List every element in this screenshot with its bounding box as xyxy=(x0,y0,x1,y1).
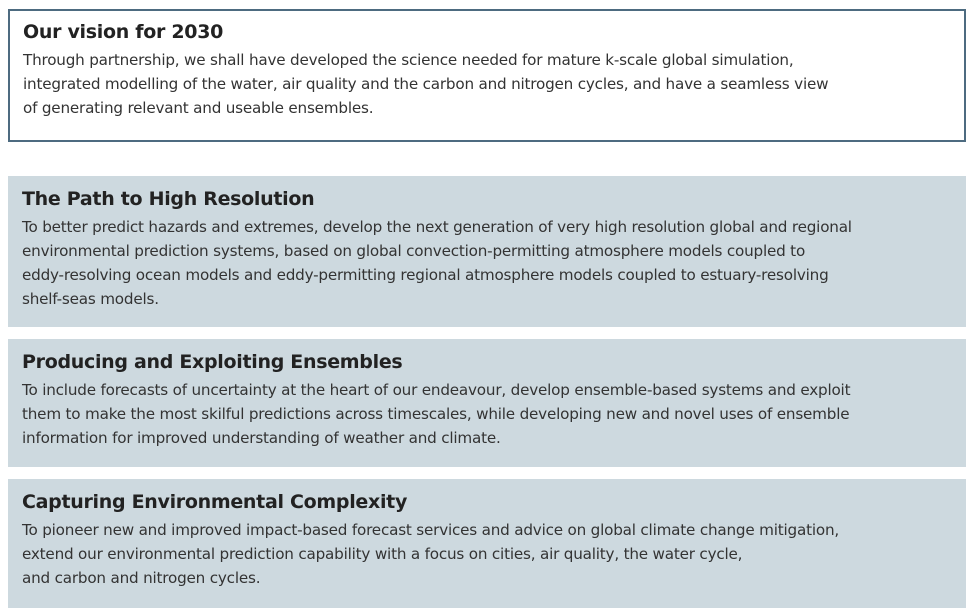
section-title: The Path to High Resolution xyxy=(22,188,315,210)
section-complexity: Capturing Environmental Complexity To pi… xyxy=(8,479,966,608)
vision-body: Through partnership, we shall have devel… xyxy=(23,51,829,117)
section-body: To include forecasts of uncertainty at t… xyxy=(22,381,851,447)
section-body: To better predict hazards and extremes, … xyxy=(22,218,852,308)
section-high-resolution: The Path to High Resolution To better pr… xyxy=(8,176,966,327)
vision-title: Our vision for 2030 xyxy=(23,21,224,43)
section-title: Producing and Exploiting Ensembles xyxy=(22,351,403,373)
section-body: To pioneer new and improved impact-based… xyxy=(22,521,839,587)
section-ensembles: Producing and Exploiting Ensembles To in… xyxy=(8,339,966,467)
section-title: Capturing Environmental Complexity xyxy=(22,491,408,513)
vision-box: Our vision for 2030 Through partnership,… xyxy=(8,9,966,142)
